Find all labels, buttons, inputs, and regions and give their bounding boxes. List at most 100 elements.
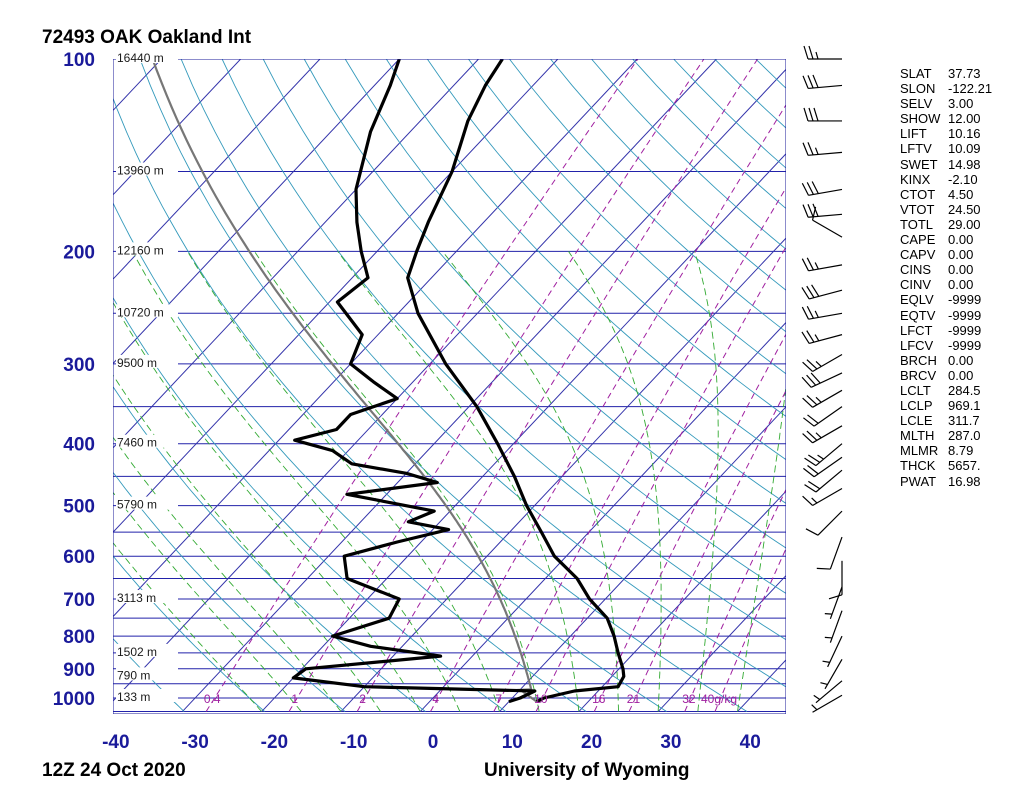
height-label-bg xyxy=(116,590,178,604)
height-label-bg xyxy=(116,689,178,702)
dry-adiabat-line xyxy=(113,385,426,712)
isotherm-line xyxy=(113,59,717,702)
index-value: -122.21 xyxy=(948,81,993,97)
index-key: CAPV xyxy=(900,247,936,263)
mixing-ratio-label: 21 xyxy=(627,692,641,706)
dry-adiabat-line xyxy=(113,637,185,712)
dry-adiabat-line xyxy=(344,59,786,504)
wind-barb xyxy=(828,560,843,600)
pressure-tick-label: 300 xyxy=(63,355,95,376)
index-value: 10.16 xyxy=(948,126,981,142)
index-key: LFTV xyxy=(900,141,932,157)
isotherm-line xyxy=(113,59,162,112)
wind-barb xyxy=(803,45,842,60)
height-label-bg xyxy=(116,643,178,657)
height-labels: 16440 m 13960 m 12160 m 10720 m 9500 m 7460 m… xyxy=(116,50,178,704)
index-value: -9999 xyxy=(948,337,982,353)
index-value: 3.00 xyxy=(948,96,974,112)
wind-barb xyxy=(801,284,843,300)
index-row: BRCH 0.00 xyxy=(900,353,992,368)
dry-adiabat-line xyxy=(0,59,104,712)
mixing-ratio-line xyxy=(430,104,786,712)
index-row: MLTH 287.0 xyxy=(900,428,992,443)
mixing-ratio-label: 16 xyxy=(592,692,606,706)
chart-title: 72493 OAK Oakland Int xyxy=(42,27,252,48)
index-key: SWET xyxy=(900,156,938,172)
index-key: LFCT xyxy=(900,322,933,338)
wind-barb xyxy=(820,659,843,690)
mixing-ratio-line xyxy=(356,59,759,712)
index-key: BRCV xyxy=(900,367,937,383)
height-label-bg xyxy=(116,434,178,448)
dry-adiabat-line xyxy=(180,59,786,688)
index-key: SELV xyxy=(900,96,933,112)
pressure-tick-label: 200 xyxy=(63,242,95,263)
index-key: THCK xyxy=(900,458,936,474)
wind-barb xyxy=(802,142,843,156)
stability-indices: SLAT 37.73 SLON -122.21 SELV 3.00 SHOW 12.00 LIF… xyxy=(900,66,992,489)
pressure-tick-label: 700 xyxy=(63,590,95,611)
mixing-ratio-line xyxy=(205,59,639,712)
pressure-tick-label: 600 xyxy=(63,547,95,568)
height-label: 16440 m xyxy=(117,51,164,65)
mixing-ratio-line xyxy=(288,59,705,712)
mixing-ratio-label: 1 xyxy=(291,692,298,706)
wind-barb xyxy=(803,406,843,427)
mixing-ratio-label: 2 xyxy=(359,692,366,706)
index-value: 287.0 xyxy=(948,428,981,444)
dry-adiabat-line xyxy=(509,59,786,333)
index-value: 24.50 xyxy=(948,201,981,217)
mixing-ratio-label: 0.4 xyxy=(204,692,221,706)
isotherms xyxy=(113,59,786,712)
dry-adiabat-line xyxy=(113,471,346,712)
mixing-ratio-label: 7 xyxy=(495,692,502,706)
moist-adiabat-line xyxy=(113,436,342,712)
index-value: 0.00 xyxy=(948,352,974,368)
index-value: -2.10 xyxy=(948,171,978,187)
index-value: 0.00 xyxy=(948,277,974,293)
index-key: SHOW xyxy=(900,111,941,127)
moist-adiabat-line xyxy=(442,251,619,712)
height-label: 9500 m xyxy=(117,356,157,370)
height-label: 7460 m xyxy=(117,436,157,450)
wind-barb xyxy=(801,330,843,345)
index-row: CAPE 0.00 xyxy=(900,232,992,247)
moist-adiabat-line xyxy=(737,382,786,712)
mixing-ratio-line xyxy=(628,389,786,712)
pressure-tick-label: 900 xyxy=(63,660,95,681)
wind-barb xyxy=(804,443,843,467)
index-row: PWAT 16.98 xyxy=(900,474,992,489)
pressure-tick-label: 800 xyxy=(63,627,95,648)
wind-barb xyxy=(803,456,843,478)
index-row: LCLP 969.1 xyxy=(900,398,992,413)
index-key: LIFT xyxy=(900,126,927,142)
isotherm-line xyxy=(499,406,786,712)
index-key: CINV xyxy=(900,277,932,293)
wind-barb xyxy=(802,203,843,218)
pressure-axis: 100 200 300 400 500 600 700 800 900 1000 xyxy=(53,50,95,710)
index-row: SLON -122.21 xyxy=(900,81,992,96)
wind-barb xyxy=(803,107,842,122)
height-label: 5790 m xyxy=(117,498,157,512)
mixing-ratio-line xyxy=(684,488,786,712)
isobars xyxy=(113,59,786,713)
height-label: 790 m xyxy=(117,668,150,682)
temperature-tick-label: 10 xyxy=(502,732,523,753)
index-key: EQLV xyxy=(900,292,934,308)
moist-adiabat-line xyxy=(187,251,501,712)
index-row: CTOT 4.50 xyxy=(900,187,992,202)
index-key: LFCV xyxy=(900,337,934,353)
index-row: LCLT 284.5 xyxy=(900,383,992,398)
plot-area xyxy=(0,59,786,714)
index-value: 311.7 xyxy=(948,413,980,429)
temperature-tick-label: -30 xyxy=(181,732,208,753)
height-label-bg xyxy=(116,162,178,176)
height-label: 133 m xyxy=(117,690,150,704)
index-value: 8.79 xyxy=(948,443,974,459)
height-label-bg xyxy=(116,304,178,318)
index-value: -9999 xyxy=(948,292,982,308)
dry-adiabat-line xyxy=(139,59,748,712)
temperature-tick-label: -20 xyxy=(261,732,288,753)
dry-adiabat-line xyxy=(303,59,786,549)
index-value: 0.00 xyxy=(948,232,974,248)
